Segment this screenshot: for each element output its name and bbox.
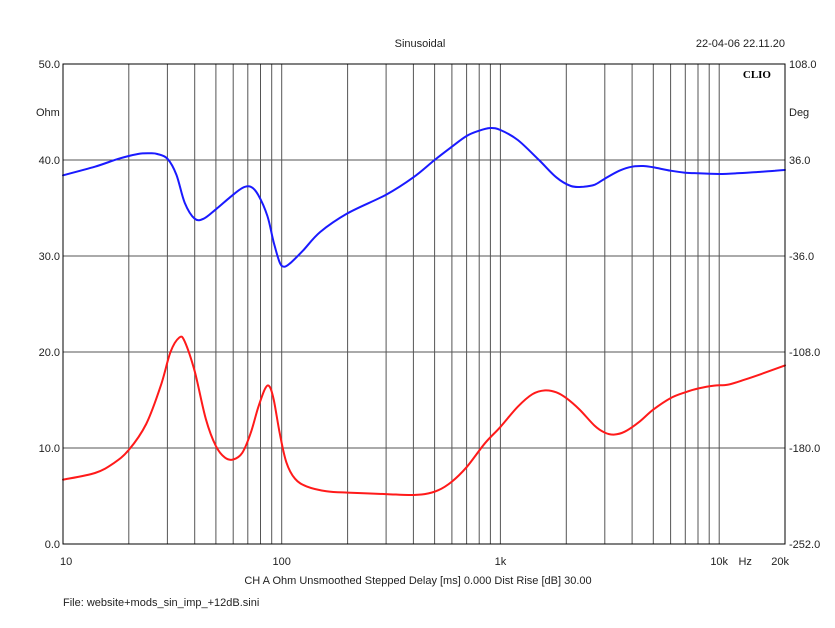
x-tick-label: 10 bbox=[60, 556, 72, 568]
series-layer bbox=[62, 126, 786, 496]
y-left-tick-label: 30.0 bbox=[39, 251, 60, 263]
x-tick-label: 10k bbox=[710, 556, 728, 568]
y-left-tick-label: 50.0 bbox=[39, 59, 60, 71]
phase-curve bbox=[62, 126, 786, 268]
y-right-tick-label: 108.0 bbox=[789, 59, 817, 71]
y-left-tick-label: 20.0 bbox=[39, 347, 60, 359]
x-tick-label: 1k bbox=[495, 556, 507, 568]
y-right-tick-label: 36.0 bbox=[789, 155, 810, 167]
plot-frame bbox=[62, 63, 786, 545]
y-left-tick-label: 10.0 bbox=[39, 443, 60, 455]
y-right-tick-label: -252.0 bbox=[789, 539, 820, 551]
y-right-axis-label: Deg bbox=[789, 107, 809, 119]
y-left-tick-label: 0.0 bbox=[45, 539, 60, 551]
grid-layer bbox=[63, 64, 785, 544]
x-tick-label: 100 bbox=[273, 556, 291, 568]
settings-line: CH A Ohm Unsmoothed Stepped Delay [ms] 0… bbox=[244, 575, 591, 587]
label-layer: 10 100 1k 10k 20k Hz 0.0 10.0 20.0 30.0 40.0 50.0 Oh… bbox=[36, 59, 820, 568]
impedance-curve bbox=[62, 335, 786, 496]
y-right-tick-label: -180.0 bbox=[789, 443, 820, 455]
timestamp: 22-04-06 22.11.20 bbox=[696, 38, 785, 50]
y-left-axis-label: Ohm bbox=[36, 107, 60, 119]
y-right-tick-label: -36.0 bbox=[789, 251, 814, 263]
clio-logo: CLIO bbox=[743, 69, 772, 81]
y-left-tick-label: 40.0 bbox=[39, 155, 60, 167]
x-axis-unit: Hz bbox=[738, 556, 751, 568]
y-right-tick-label: -108.0 bbox=[789, 347, 820, 359]
x-tick-label: 20k bbox=[771, 556, 789, 568]
chart-title: Sinusoidal bbox=[395, 38, 446, 50]
file-name: File: website+mods_sin_imp_+12dB.sini bbox=[63, 597, 259, 609]
